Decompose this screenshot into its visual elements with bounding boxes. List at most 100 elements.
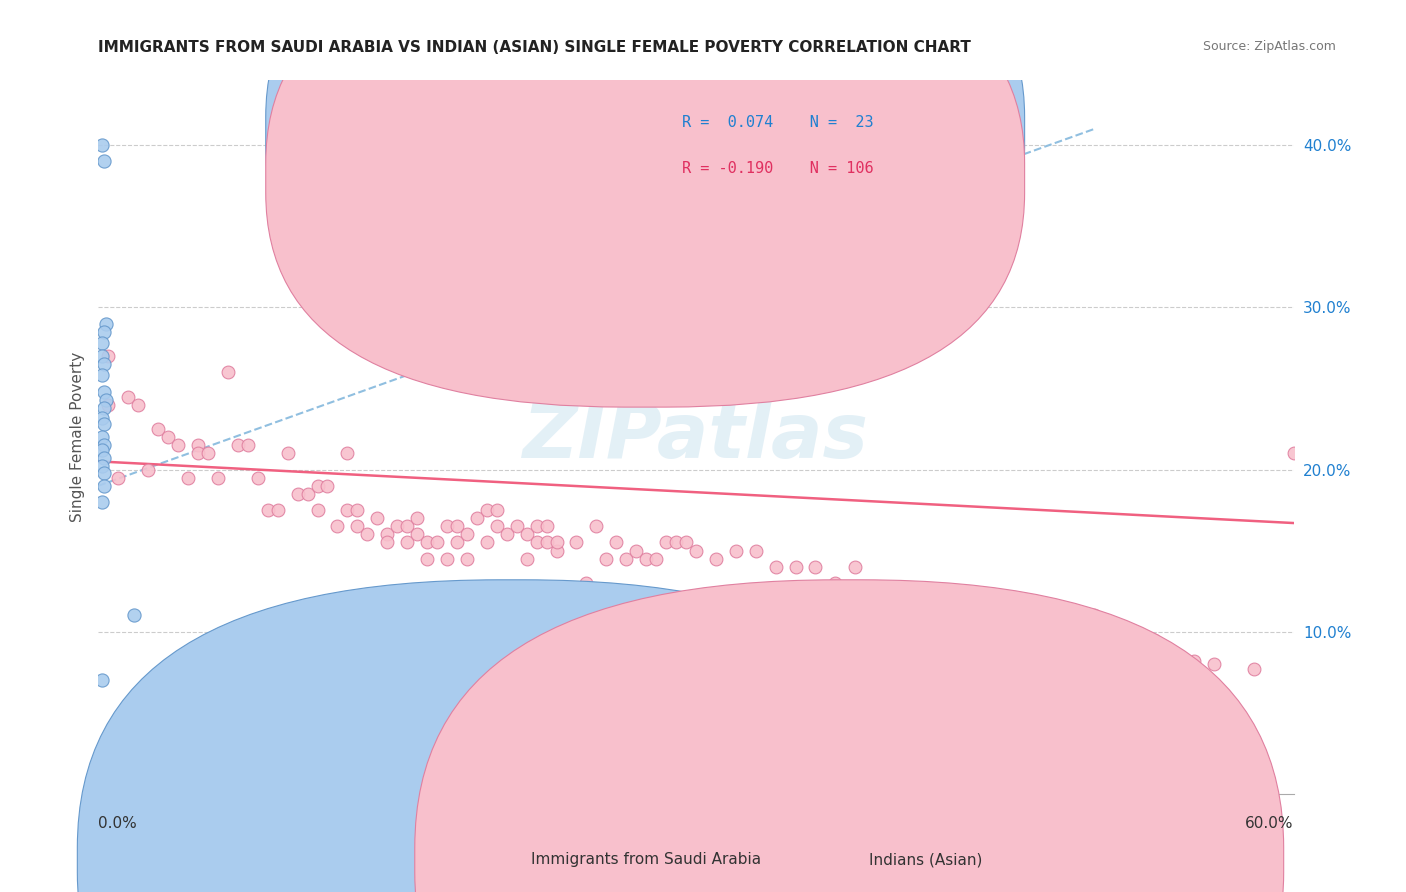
Point: [943, 640, 966, 655]
Point: [91, 673, 114, 688]
Point: [1243, 662, 1265, 676]
Point: [485, 519, 508, 533]
Point: [924, 648, 946, 663]
Point: [177, 470, 200, 484]
Text: Immigrants from Saudi Arabia: Immigrants from Saudi Arabia: [531, 853, 762, 867]
Point: [187, 446, 209, 460]
Point: [626, 543, 648, 558]
Point: [236, 438, 259, 452]
Point: [124, 608, 146, 623]
Point: [1202, 657, 1225, 672]
Point: [704, 551, 727, 566]
Point: [197, 446, 219, 460]
Point: [396, 535, 419, 549]
Point: [406, 527, 429, 541]
Point: [675, 535, 697, 549]
Point: [636, 551, 658, 566]
Point: [963, 657, 986, 672]
Point: [226, 438, 249, 452]
Point: [804, 559, 827, 574]
Point: [456, 551, 478, 566]
Point: [416, 535, 439, 549]
Point: [446, 535, 468, 549]
Point: [1024, 681, 1046, 696]
Point: [1004, 681, 1026, 696]
Point: [1182, 654, 1205, 668]
Point: [585, 519, 607, 533]
FancyBboxPatch shape: [613, 102, 970, 205]
Y-axis label: Single Female Poverty: Single Female Poverty: [69, 352, 84, 522]
Point: [385, 519, 409, 533]
Point: [824, 576, 846, 591]
Point: [96, 392, 118, 407]
Point: [93, 154, 115, 169]
FancyBboxPatch shape: [266, 0, 1025, 360]
Point: [346, 503, 368, 517]
Point: [495, 527, 517, 541]
Point: [316, 479, 339, 493]
Point: [107, 470, 129, 484]
Point: [884, 624, 907, 639]
Point: [326, 519, 349, 533]
Point: [91, 368, 114, 383]
Point: [91, 349, 114, 363]
Point: [1282, 446, 1305, 460]
Point: [93, 451, 115, 466]
Point: [267, 503, 290, 517]
Point: [96, 317, 118, 331]
Point: [904, 632, 927, 647]
Point: [1123, 706, 1146, 720]
Point: [475, 535, 498, 549]
Point: [506, 519, 529, 533]
Point: [406, 511, 429, 525]
Point: [297, 487, 319, 501]
Point: [366, 511, 388, 525]
Point: [984, 665, 1007, 680]
Point: [456, 527, 478, 541]
Point: [526, 535, 548, 549]
Point: [555, 592, 578, 607]
Point: [785, 559, 807, 574]
Point: [91, 336, 114, 351]
Text: Source: ZipAtlas.com: Source: ZipAtlas.com: [1202, 40, 1336, 54]
Point: [93, 401, 115, 415]
Point: [336, 503, 359, 517]
Point: [117, 390, 139, 404]
Point: [1163, 648, 1185, 663]
Point: [1083, 608, 1105, 623]
Point: [516, 551, 538, 566]
Point: [745, 543, 768, 558]
Point: [426, 535, 449, 549]
Text: IMMIGRANTS FROM SAUDI ARABIA VS INDIAN (ASIAN) SINGLE FEMALE POVERTY CORRELATION: IMMIGRANTS FROM SAUDI ARABIA VS INDIAN (…: [98, 40, 972, 55]
Point: [575, 576, 598, 591]
Point: [536, 519, 558, 533]
Point: [465, 511, 488, 525]
Point: [565, 535, 588, 549]
Point: [307, 479, 329, 493]
Point: [396, 519, 419, 533]
Point: [93, 479, 115, 493]
Point: [256, 503, 278, 517]
Point: [595, 551, 617, 566]
Point: [246, 470, 269, 484]
Point: [375, 535, 398, 549]
Point: [1043, 690, 1066, 704]
Point: [91, 495, 114, 509]
Point: [645, 551, 668, 566]
Point: [167, 438, 190, 452]
Point: [416, 551, 439, 566]
Point: [97, 398, 120, 412]
Point: [375, 527, 398, 541]
Point: [207, 470, 229, 484]
Point: [685, 543, 707, 558]
Point: [546, 535, 568, 549]
Point: [148, 422, 170, 436]
Text: ZIPatlas: ZIPatlas: [523, 401, 869, 474]
Text: Indians (Asian): Indians (Asian): [869, 853, 983, 867]
Point: [485, 503, 508, 517]
Point: [217, 365, 239, 379]
Point: [336, 446, 359, 460]
Point: [93, 466, 115, 480]
Text: 0.0%: 0.0%: [98, 816, 138, 831]
Point: [136, 462, 159, 476]
